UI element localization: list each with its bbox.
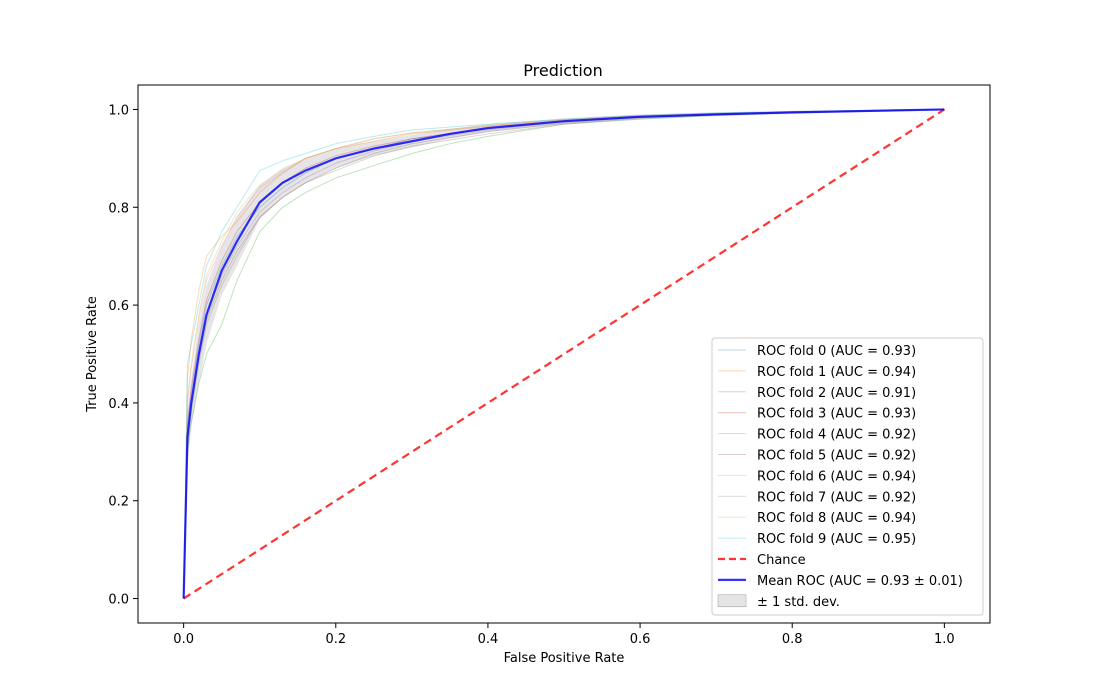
- y-tick-label: 0.4: [108, 397, 129, 412]
- x-tick-label: 0.2: [325, 632, 346, 647]
- y-tick-label: 0.6: [108, 299, 129, 314]
- legend-box: [711, 337, 984, 616]
- legend-label-2: ROC fold 2 (AUC = 0.91): [757, 386, 916, 401]
- roc-fold-9-line: [183, 108, 945, 599]
- legend-label-9: ROC fold 9 (AUC = 0.95): [757, 532, 916, 547]
- legend-label-4: ROC fold 4 (AUC = 0.92): [757, 428, 916, 443]
- legend-label-11: Mean ROC (AUC = 0.93 ± 0.01): [757, 574, 963, 589]
- plot-area: [182, 108, 945, 600]
- plot-frame: [137, 84, 991, 624]
- x-tick-label: 0.0: [173, 632, 194, 647]
- legend-label-5: ROC fold 5 (AUC = 0.92): [757, 449, 916, 464]
- y-tick-label: 0.0: [108, 593, 129, 608]
- x-axis-label: False Positive Rate: [504, 651, 625, 666]
- y-tick-label: 1.0: [108, 103, 129, 118]
- legend-swatch-std-dev: [717, 594, 747, 608]
- y-axis-label: True Positive Rate: [85, 296, 100, 413]
- chance-line: [183, 108, 945, 600]
- plot-marks: [182, 108, 945, 600]
- x-tick-label: 1.0: [934, 632, 955, 647]
- legend-label-1: ROC fold 1 (AUC = 0.94): [757, 365, 916, 380]
- x-tick-label: 0.8: [782, 632, 803, 647]
- legend-label-8: ROC fold 8 (AUC = 0.94): [757, 511, 916, 526]
- legend-label-6: ROC fold 6 (AUC = 0.94): [757, 469, 916, 484]
- chart-title: Prediction: [523, 61, 602, 80]
- legend-label-12: ± 1 std. dev.: [757, 595, 840, 610]
- legend-label-3: ROC fold 3 (AUC = 0.93): [757, 407, 916, 422]
- legend: ROC fold 0 (AUC = 0.93) ROC fold 1 (AUC =…: [711, 337, 984, 616]
- x-tick-label: 0.4: [478, 632, 499, 647]
- x-tick-label: 0.6: [630, 632, 651, 647]
- legend-label-10: Chance: [757, 553, 806, 568]
- mean-roc-line: [182, 108, 945, 599]
- y-tick-label: 0.8: [108, 201, 129, 216]
- legend-label-0: ROC fold 0 (AUC = 0.93): [757, 344, 916, 359]
- y-tick-label: 0.2: [108, 495, 129, 510]
- legend-label-7: ROC fold 7 (AUC = 0.92): [757, 490, 916, 505]
- roc-fold-2-line: [183, 108, 945, 599]
- axes: 0.0 0.2 0.4 0.6 0.8 1.0 0.0 0.2 0.4 0.6 0.8 1.0: [108, 103, 954, 647]
